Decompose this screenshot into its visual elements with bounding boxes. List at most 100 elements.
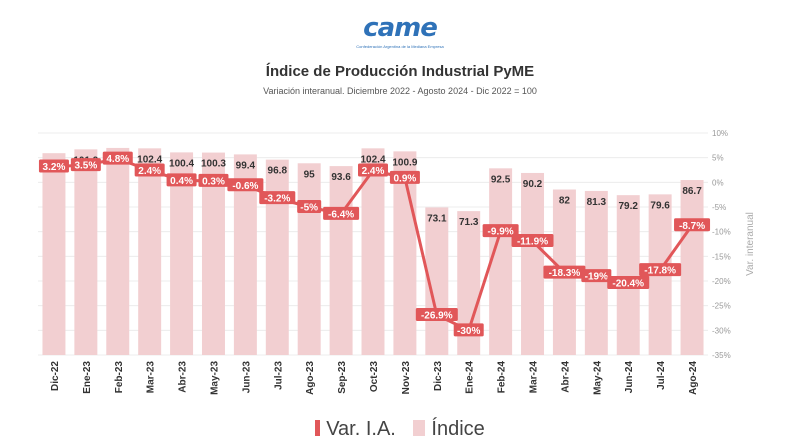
- line-value-label-box: [639, 263, 682, 277]
- chart-title: Índice de Producción Industrial PyME: [265, 63, 535, 80]
- logo-subtext: Confederación Argentina de la Mediana Em…: [356, 44, 444, 49]
- x-tick-label: Nov-23: [401, 361, 412, 395]
- line-value-label: -30%: [457, 326, 480, 337]
- logo-wordmark: came: [363, 13, 438, 43]
- x-tick-label: Dic-23: [433, 361, 444, 391]
- x-tick-label: Ene-24: [465, 361, 476, 394]
- came-logo: came Confederación Argentina de la Media…: [0, 14, 800, 49]
- line-value-label-box: [482, 224, 519, 238]
- x-tick-label: May-24: [592, 361, 603, 395]
- bar: [329, 166, 353, 355]
- line-value-label-box: [607, 275, 650, 289]
- line-value-label: 3.2%: [43, 162, 66, 173]
- right-axis-tick-label: -35%: [712, 351, 731, 360]
- line-value-label: -3.2%: [264, 194, 290, 205]
- legend-item-var-ia: Var. I.A.: [315, 418, 396, 441]
- bar: [361, 148, 385, 355]
- line-value-label-box: [134, 163, 165, 177]
- line-value-label-box: [198, 173, 229, 187]
- line-value-label: 2.4%: [362, 166, 385, 177]
- line-value-label: 3.5%: [74, 161, 97, 172]
- line-value-label-box: [674, 218, 711, 232]
- line-value-label-box: [415, 308, 458, 322]
- x-tick-label: Sep-23: [337, 361, 348, 394]
- x-tick-label: Jun-24: [624, 361, 635, 394]
- x-tick-label: Ene-23: [82, 361, 93, 394]
- bar-value-label: 79.2: [619, 201, 639, 212]
- right-axis-tick-label: 0%: [712, 178, 724, 187]
- line-value-label: -18.3%: [549, 268, 581, 279]
- right-axis-tick-label: -5%: [712, 203, 726, 212]
- chart-canvas: 10% 5% 0% -5% -10% -15% -20% -25% -30% -35% Var. i…: [38, 129, 756, 395]
- bar-value-label: 95: [304, 169, 316, 180]
- x-tick-label: Jul-24: [656, 361, 667, 390]
- bar-value-label: 102.4: [360, 154, 385, 165]
- line-value-label: -26.9%: [421, 311, 453, 322]
- x-tick-label: Dic-22: [50, 361, 61, 391]
- legend-line-swatch: [315, 420, 321, 436]
- bar: [138, 148, 162, 355]
- line-value-label-box: [389, 170, 420, 184]
- line-value-label-box: [358, 163, 388, 177]
- bar-value-label: 100.3: [201, 159, 226, 170]
- line-value-label: -17.8%: [644, 266, 676, 277]
- x-tick-label: Mar-23: [146, 361, 157, 394]
- bar: [489, 168, 513, 355]
- bar: [42, 153, 66, 355]
- x-tick-label: Abr-23: [178, 361, 189, 393]
- bar-value-label: 96.8: [268, 166, 288, 177]
- bar-value-label: 102.4: [137, 154, 162, 165]
- line-value-label-box: [102, 151, 133, 165]
- line-value-label: -5%: [300, 203, 318, 214]
- bar-value-label: 86.7: [682, 186, 702, 197]
- legend-item-indice: Índice: [413, 418, 485, 441]
- right-axis-tick-label: -20%: [712, 277, 731, 286]
- line-value-label: 2.4%: [138, 166, 161, 177]
- x-tick-label: Feb-23: [114, 361, 125, 394]
- line-value-label: -11.9%: [517, 237, 548, 248]
- line-value-label-box: [70, 158, 101, 172]
- bar: [616, 195, 640, 355]
- line-value-label-box: [511, 234, 554, 248]
- x-tick-label: Mar-24: [529, 361, 540, 394]
- bar: [201, 152, 225, 355]
- line-value-label-box: [581, 269, 612, 283]
- x-tick-label: Feb-24: [497, 361, 508, 394]
- line-value-label-box: [543, 265, 586, 279]
- line-value-label: -19%: [585, 272, 608, 283]
- bar: [457, 211, 481, 355]
- bar: [74, 149, 98, 355]
- line-value-label: 4.8%: [106, 154, 129, 165]
- right-axis-tick-label: -25%: [712, 302, 731, 311]
- line-value-label-box: [259, 191, 296, 205]
- bar: [297, 163, 321, 355]
- bar: [170, 152, 194, 355]
- right-axis-tick-label: -15%: [712, 252, 731, 261]
- bar-value-label: 79.6: [650, 200, 670, 211]
- line-value-label: -6.4%: [328, 209, 354, 220]
- chart-subtitle: Variación interanual. Diciembre 2022 - A…: [263, 86, 537, 96]
- legend-label-var-ia: Var. I.A.: [326, 418, 396, 440]
- x-tick-label: Jul-23: [273, 361, 284, 390]
- legend-label-indice: Índice: [431, 418, 485, 440]
- bar-value-label: 71.3: [459, 217, 479, 228]
- line-value-label: -8.7%: [679, 221, 705, 232]
- line-value-label-box: [297, 200, 322, 213]
- x-tick-label: Jun-23: [241, 361, 252, 394]
- bar: [680, 180, 704, 355]
- right-axis-tick-label: 5%: [712, 154, 724, 163]
- line-value-label: 0.4%: [170, 176, 193, 187]
- line-value-label-box: [38, 159, 69, 173]
- right-axis-tick-label: -10%: [712, 228, 731, 237]
- bar-value-label: 92.5: [491, 174, 511, 185]
- bar-value-label: 100.9: [392, 157, 417, 168]
- bar: [521, 172, 545, 355]
- legend-bar-swatch: [413, 420, 426, 436]
- bar: [233, 154, 257, 355]
- chart-legend: Var. I.A. Índice: [0, 418, 800, 441]
- line-value-label-box: [453, 323, 484, 337]
- line-value-label: -20.4%: [612, 278, 644, 289]
- x-tick-label: Abr-24: [560, 361, 571, 393]
- x-tick-label: Ago-23: [305, 361, 316, 395]
- right-axis-title: Var. interanual: [745, 212, 756, 276]
